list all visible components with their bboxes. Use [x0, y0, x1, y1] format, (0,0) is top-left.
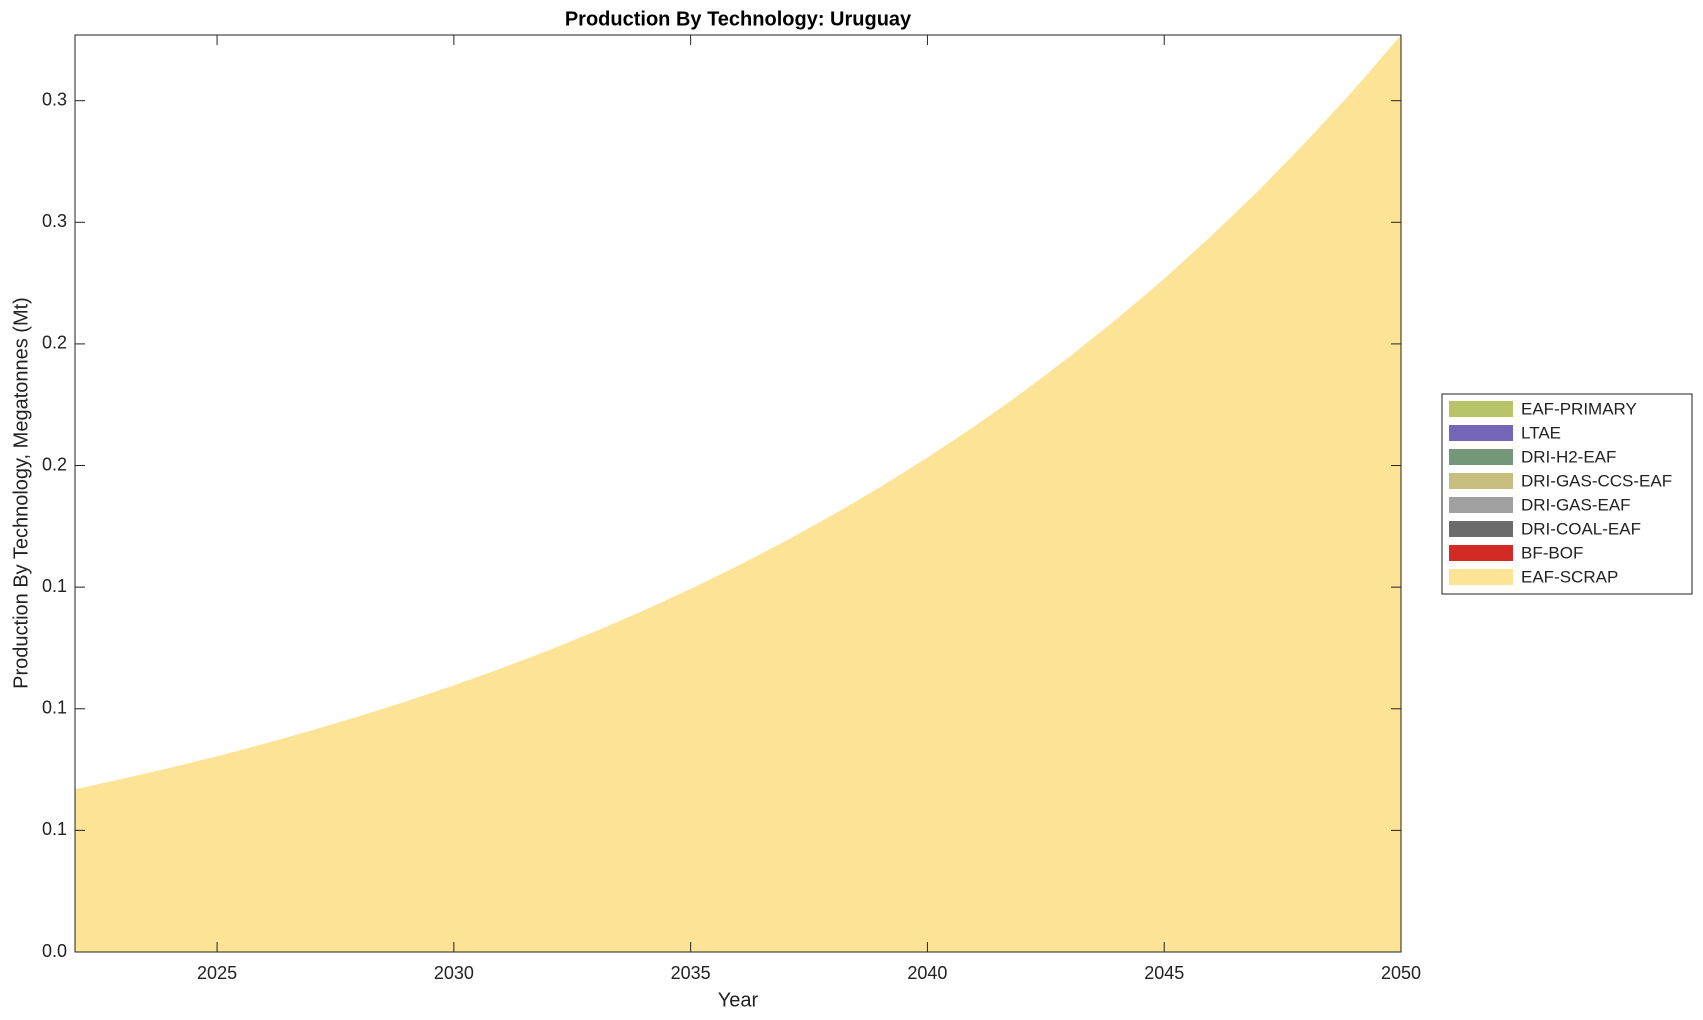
- y-tick-label: 0.1: [42, 576, 67, 596]
- legend-swatch: [1449, 569, 1513, 585]
- x-tick-label: 2050: [1381, 963, 1421, 983]
- x-tick-label: 2045: [1144, 963, 1184, 983]
- legend-label: DRI-H2-EAF: [1521, 447, 1616, 466]
- legend-label: DRI-GAS-CCS-EAF: [1521, 471, 1672, 490]
- y-axis-label: Production By Technology, Megatonnes (Mt…: [10, 297, 32, 689]
- y-tick-label: 0.1: [42, 698, 67, 718]
- chart-title: Production By Technology: Uruguay: [565, 8, 912, 30]
- y-tick-label: 0.0: [42, 941, 67, 961]
- x-tick-label: 2025: [197, 963, 237, 983]
- y-tick-label: 0.3: [42, 89, 67, 109]
- x-tick-label: 2035: [671, 963, 711, 983]
- y-tick-label: 0.2: [42, 454, 67, 474]
- legend-swatch: [1449, 401, 1513, 417]
- legend-label: DRI-COAL-EAF: [1521, 519, 1641, 538]
- x-axis-label: Year: [718, 989, 759, 1011]
- y-tick-label: 0.1: [42, 819, 67, 839]
- y-tick-label: 0.2: [42, 333, 67, 353]
- x-tick-label: 2040: [907, 963, 947, 983]
- legend-swatch: [1449, 521, 1513, 537]
- legend-swatch: [1449, 473, 1513, 489]
- legend-swatch: [1449, 449, 1513, 465]
- legend-label: DRI-GAS-EAF: [1521, 495, 1631, 514]
- legend-label: EAF-SCRAP: [1521, 567, 1618, 586]
- area: [75, 35, 1401, 952]
- legend-label: LTAE: [1521, 423, 1561, 442]
- legend-swatch: [1449, 545, 1513, 561]
- y-tick-label: 0.3: [42, 211, 67, 231]
- legend-label: EAF-PRIMARY: [1521, 399, 1637, 418]
- legend-swatch: [1449, 497, 1513, 513]
- legend-label: BF-BOF: [1521, 543, 1583, 562]
- axes-box: [74, 34, 1402, 953]
- legend-swatch: [1449, 425, 1513, 441]
- x-tick-label: 2030: [434, 963, 474, 983]
- legend-box: [1441, 393, 1693, 595]
